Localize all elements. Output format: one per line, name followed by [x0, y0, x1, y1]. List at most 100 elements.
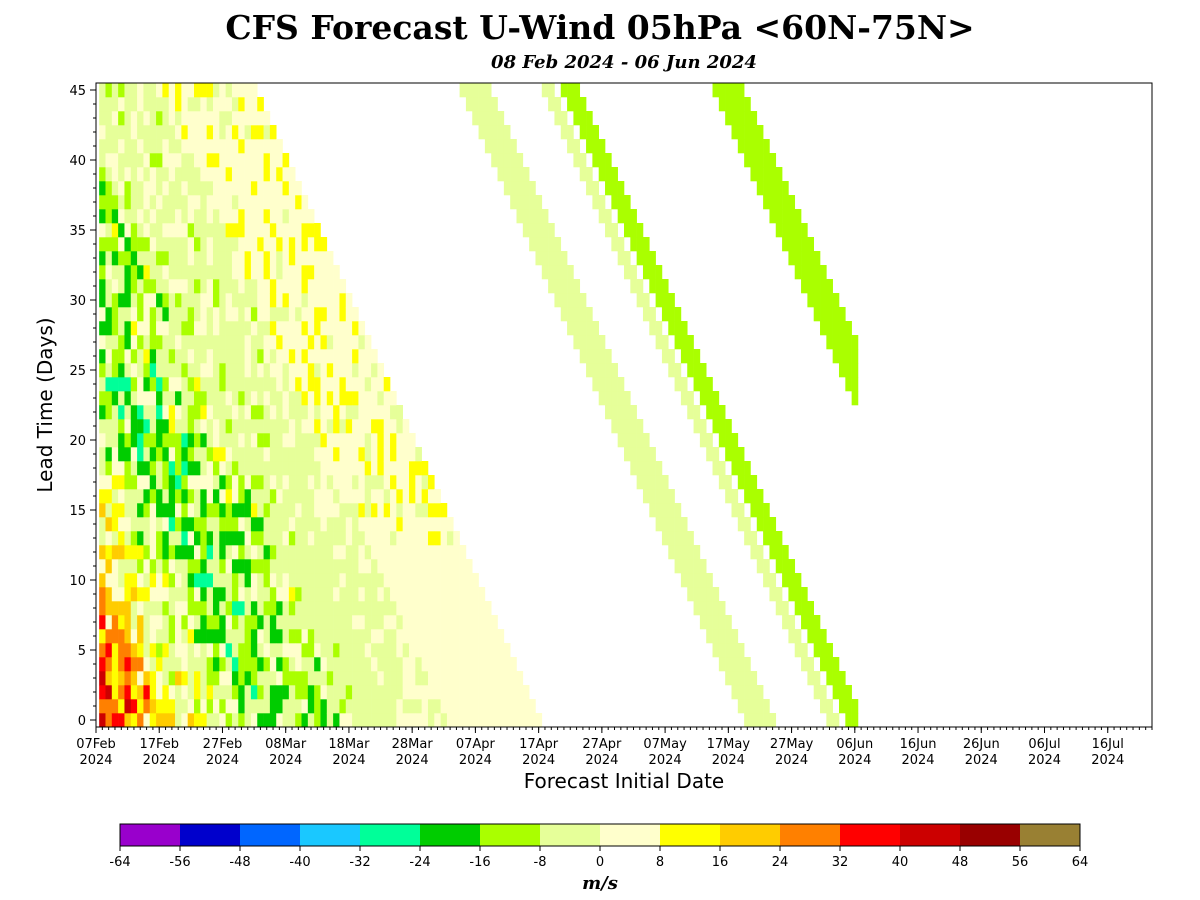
heatmap-cell	[820, 685, 827, 700]
heatmap-cell	[175, 307, 182, 322]
heatmap-cell	[162, 545, 170, 560]
heatmap-cell	[194, 405, 201, 420]
heatmap-cell	[257, 475, 264, 490]
heatmap-cell	[472, 601, 479, 616]
heatmap-cell	[288, 489, 296, 504]
heatmap-cell	[642, 475, 650, 490]
heatmap-cell	[181, 251, 188, 266]
heatmap-cell	[484, 713, 492, 727]
heatmap-cell	[149, 153, 157, 168]
heatmap-cell	[269, 251, 277, 266]
heatmap-cell	[263, 545, 271, 560]
heatmap-cell	[238, 349, 245, 364]
heatmap-cell	[295, 699, 302, 714]
heatmap-cell	[257, 629, 264, 644]
heatmap-cell	[124, 223, 132, 238]
heatmap-cell	[826, 713, 833, 727]
heatmap-cell	[737, 97, 745, 112]
heatmap-cell	[459, 643, 467, 658]
heatmap-cell	[206, 223, 214, 238]
heatmap-cell	[219, 531, 226, 546]
heatmap-cell	[624, 405, 631, 420]
heatmap-cell	[756, 153, 764, 168]
heatmap-cell	[548, 223, 555, 238]
heatmap-cell	[250, 363, 258, 378]
heatmap-cell	[832, 657, 840, 672]
heatmap-cell	[130, 657, 138, 672]
heatmap-cell	[225, 293, 233, 308]
heatmap-cell	[491, 713, 498, 727]
heatmap-cell	[263, 209, 271, 224]
heatmap-cell	[181, 237, 188, 252]
heatmap-cell	[200, 223, 207, 238]
heatmap-cell	[775, 545, 783, 560]
heatmap-cell	[421, 475, 429, 490]
heatmap-cell	[225, 489, 233, 504]
heatmap-cell	[212, 475, 220, 490]
heatmap-cell	[149, 657, 157, 672]
heatmap-cell	[124, 181, 132, 196]
heatmap-cell	[111, 349, 119, 364]
heatmap-cell	[263, 111, 271, 126]
heatmap-cell	[250, 349, 258, 364]
heatmap-cell	[320, 545, 328, 560]
heatmap-cell	[288, 545, 296, 560]
heatmap-cell	[649, 279, 656, 294]
heatmap-cell	[219, 601, 226, 616]
heatmap-cell	[288, 265, 296, 280]
heatmap-cell	[269, 167, 277, 182]
heatmap-cell	[301, 265, 309, 280]
heatmap-cell	[472, 97, 479, 112]
heatmap-cell	[263, 475, 271, 490]
heatmap-cell	[440, 573, 448, 588]
heatmap-cell	[358, 713, 366, 727]
heatmap-cell	[446, 685, 454, 700]
heatmap-cell	[845, 685, 852, 700]
heatmap-cell	[339, 475, 347, 490]
heatmap-cell	[282, 643, 290, 658]
heatmap-cell	[598, 377, 606, 392]
heatmap-cell	[143, 307, 151, 322]
heatmap-cell	[339, 699, 347, 714]
heatmap-cell	[162, 699, 170, 714]
heatmap-cell	[560, 279, 568, 294]
heatmap-cell	[352, 489, 359, 504]
heatmap-cell	[301, 419, 309, 434]
heatmap-cell	[181, 321, 188, 336]
heatmap-cell	[339, 363, 347, 378]
heatmap-cell	[257, 685, 264, 700]
heatmap-cell	[276, 587, 283, 602]
heatmap-cell	[137, 685, 144, 700]
heatmap-cell	[314, 377, 321, 392]
heatmap-cell	[472, 699, 479, 714]
heatmap-cell	[687, 391, 694, 406]
heatmap-cell	[212, 349, 220, 364]
heatmap-cell	[295, 209, 302, 224]
y-tick-label: 0	[78, 714, 86, 729]
heatmap-cell	[194, 97, 201, 112]
heatmap-cell	[320, 573, 328, 588]
heatmap-cell	[427, 713, 435, 727]
heatmap-cell	[130, 545, 138, 560]
heatmap-cell	[225, 587, 233, 602]
heatmap-cell	[364, 447, 372, 462]
heatmap-cell	[737, 475, 745, 490]
heatmap-cell	[402, 559, 410, 574]
heatmap-cell	[383, 713, 391, 727]
heatmap-cell	[522, 713, 530, 727]
heatmap-cell	[396, 447, 403, 462]
colorbar-swatch	[840, 824, 901, 846]
heatmap-cell	[143, 615, 151, 630]
heatmap-cell	[756, 125, 764, 140]
heatmap-cell	[295, 307, 302, 322]
heatmap-cell	[307, 545, 315, 560]
heatmap-cell	[168, 433, 176, 448]
heatmap-cell	[263, 279, 271, 294]
heatmap-cell	[807, 615, 814, 630]
heatmap-cell	[383, 377, 391, 392]
heatmap-cell	[130, 265, 138, 280]
heatmap-cell	[200, 629, 207, 644]
chart-subtitle: 08 Feb 2024 - 06 Jun 2024	[491, 52, 757, 73]
heatmap-cell	[206, 349, 214, 364]
heatmap-cell	[149, 573, 157, 588]
